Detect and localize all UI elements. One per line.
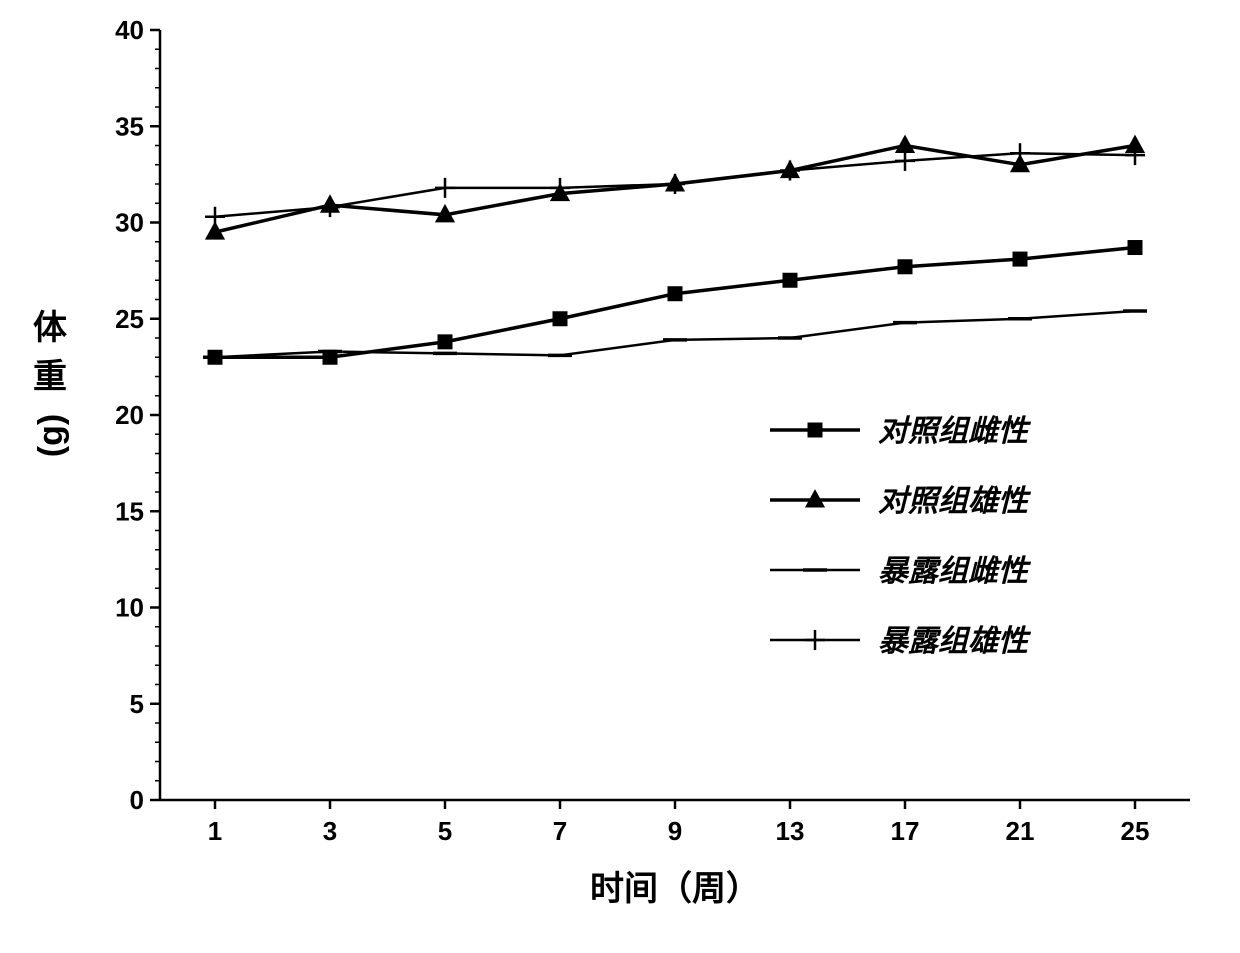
x-axis-label: 时间（周） (590, 869, 760, 908)
y-axis-label: 体 重 (g) (30, 300, 70, 455)
x-tick-label: 25 (1121, 816, 1150, 846)
x-tick-label: 17 (891, 816, 920, 846)
x-tick-label: 7 (553, 816, 567, 846)
y-tick-label: 20 (115, 400, 144, 430)
x-tick-label: 13 (776, 816, 805, 846)
y-tick-label: 10 (115, 593, 144, 623)
legend-label: 对照组雄性 (878, 485, 1032, 518)
series-line (215, 311, 1135, 357)
y-tick-label: 25 (115, 304, 144, 334)
legend-label: 对照组雌性 (878, 415, 1032, 448)
y-tick-label: 0 (130, 785, 144, 815)
y-tick-label: 35 (115, 111, 144, 141)
x-tick-label: 1 (208, 816, 222, 846)
y-axis-label-1: 体 (33, 310, 67, 347)
legend-label: 暴露组雄性 (878, 625, 1032, 658)
y-tick-label: 15 (115, 496, 144, 526)
x-tick-label: 21 (1006, 816, 1035, 846)
x-tick-label: 3 (323, 816, 337, 846)
legend-label: 暴露组雌性 (878, 555, 1032, 588)
line-chart: 05101520253035401357913172125时间（周）对照组雌性对… (0, 0, 1240, 953)
x-tick-label: 9 (668, 816, 682, 846)
y-tick-label: 40 (115, 15, 144, 45)
y-axis-label-2: 重 (33, 359, 67, 396)
x-tick-label: 5 (438, 816, 452, 846)
y-tick-label: 5 (130, 689, 144, 719)
y-axis-label-3: (g) (32, 414, 71, 457)
y-tick-label: 30 (115, 208, 144, 238)
